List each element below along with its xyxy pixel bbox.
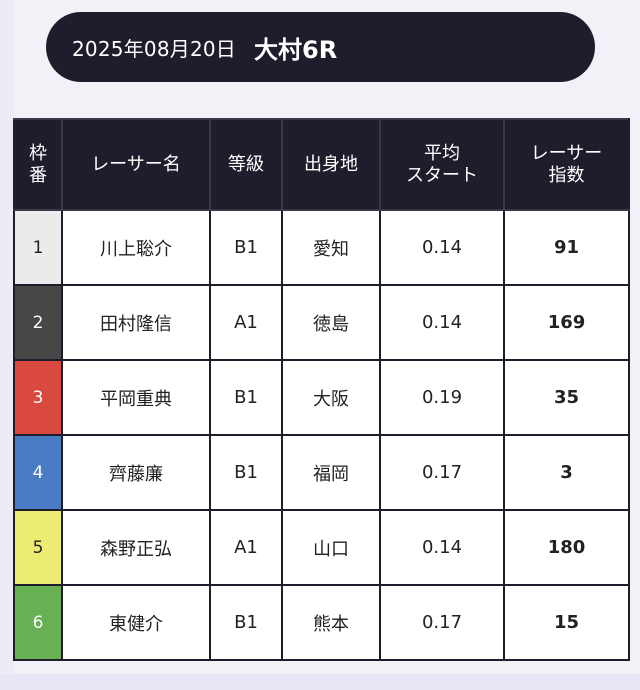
racer-name: 平岡重典 [61,359,211,436]
avg-start: 0.14 [379,284,505,361]
racer-origin: 大阪 [281,359,381,436]
racer-grade: B1 [209,209,283,286]
table-row: 6 東健介 B1 熊本 0.17 15 [13,584,630,661]
waku-cell: 3 [13,359,63,436]
racer-name: 東健介 [61,584,211,661]
racer-grade: B1 [209,434,283,511]
waku-cell: 1 [13,209,63,286]
racer-origin: 山口 [281,509,381,586]
col-header-origin: 出身地 [281,118,381,211]
racer-origin: 熊本 [281,584,381,661]
racer-index: 91 [503,209,630,286]
avg-start: 0.14 [379,209,505,286]
racer-index: 15 [503,584,630,661]
col-header-avg-start: 平均 スタート [379,118,505,211]
left-strip [0,0,14,690]
racer-index: 180 [503,509,630,586]
avg-start: 0.17 [379,584,505,661]
bottom-bar [0,674,640,690]
avg-start: 0.14 [379,509,505,586]
racer-origin: 愛知 [281,209,381,286]
racer-origin: 福岡 [281,434,381,511]
race-date: 2025年08月20日 [72,36,236,61]
table-row: 1 川上聡介 B1 愛知 0.14 91 [13,209,630,286]
avg-start: 0.17 [379,434,505,511]
racer-name: 田村隆信 [61,284,211,361]
col-header-waku: 枠 番 [13,118,63,211]
table-header-row: 枠 番 レーサー名 等級 出身地 平均 スタート レーサー [13,118,630,211]
col-header-grade: 等級 [209,118,283,211]
racer-name: 森野正弘 [61,509,211,586]
table-row: 4 齊藤廉 B1 福岡 0.17 3 [13,434,630,511]
race-title: 大村6R [254,35,338,64]
racer-grade: B1 [209,359,283,436]
table-row: 3 平岡重典 B1 大阪 0.19 35 [13,359,630,436]
race-header: 2025年08月20日 大村6R [46,12,595,82]
table-row: 2 田村隆信 A1 徳島 0.14 169 [13,284,630,361]
racer-grade: B1 [209,584,283,661]
col-header-name: レーサー名 [61,118,211,211]
avg-start: 0.19 [379,359,505,436]
racer-origin: 徳島 [281,284,381,361]
racer-table: 枠 番 レーサー名 等級 出身地 平均 スタート レーサー [13,118,630,661]
racer-index: 169 [503,284,630,361]
col-header-index: レーサー 指数 [503,118,630,211]
racer-grade: A1 [209,509,283,586]
racer-name: 川上聡介 [61,209,211,286]
table-row: 5 森野正弘 A1 山口 0.14 180 [13,509,630,586]
waku-cell: 5 [13,509,63,586]
racer-index: 35 [503,359,630,436]
waku-cell: 4 [13,434,63,511]
waku-cell: 6 [13,584,63,661]
racer-index: 3 [503,434,630,511]
racer-grade: A1 [209,284,283,361]
racer-name: 齊藤廉 [61,434,211,511]
waku-cell: 2 [13,284,63,361]
